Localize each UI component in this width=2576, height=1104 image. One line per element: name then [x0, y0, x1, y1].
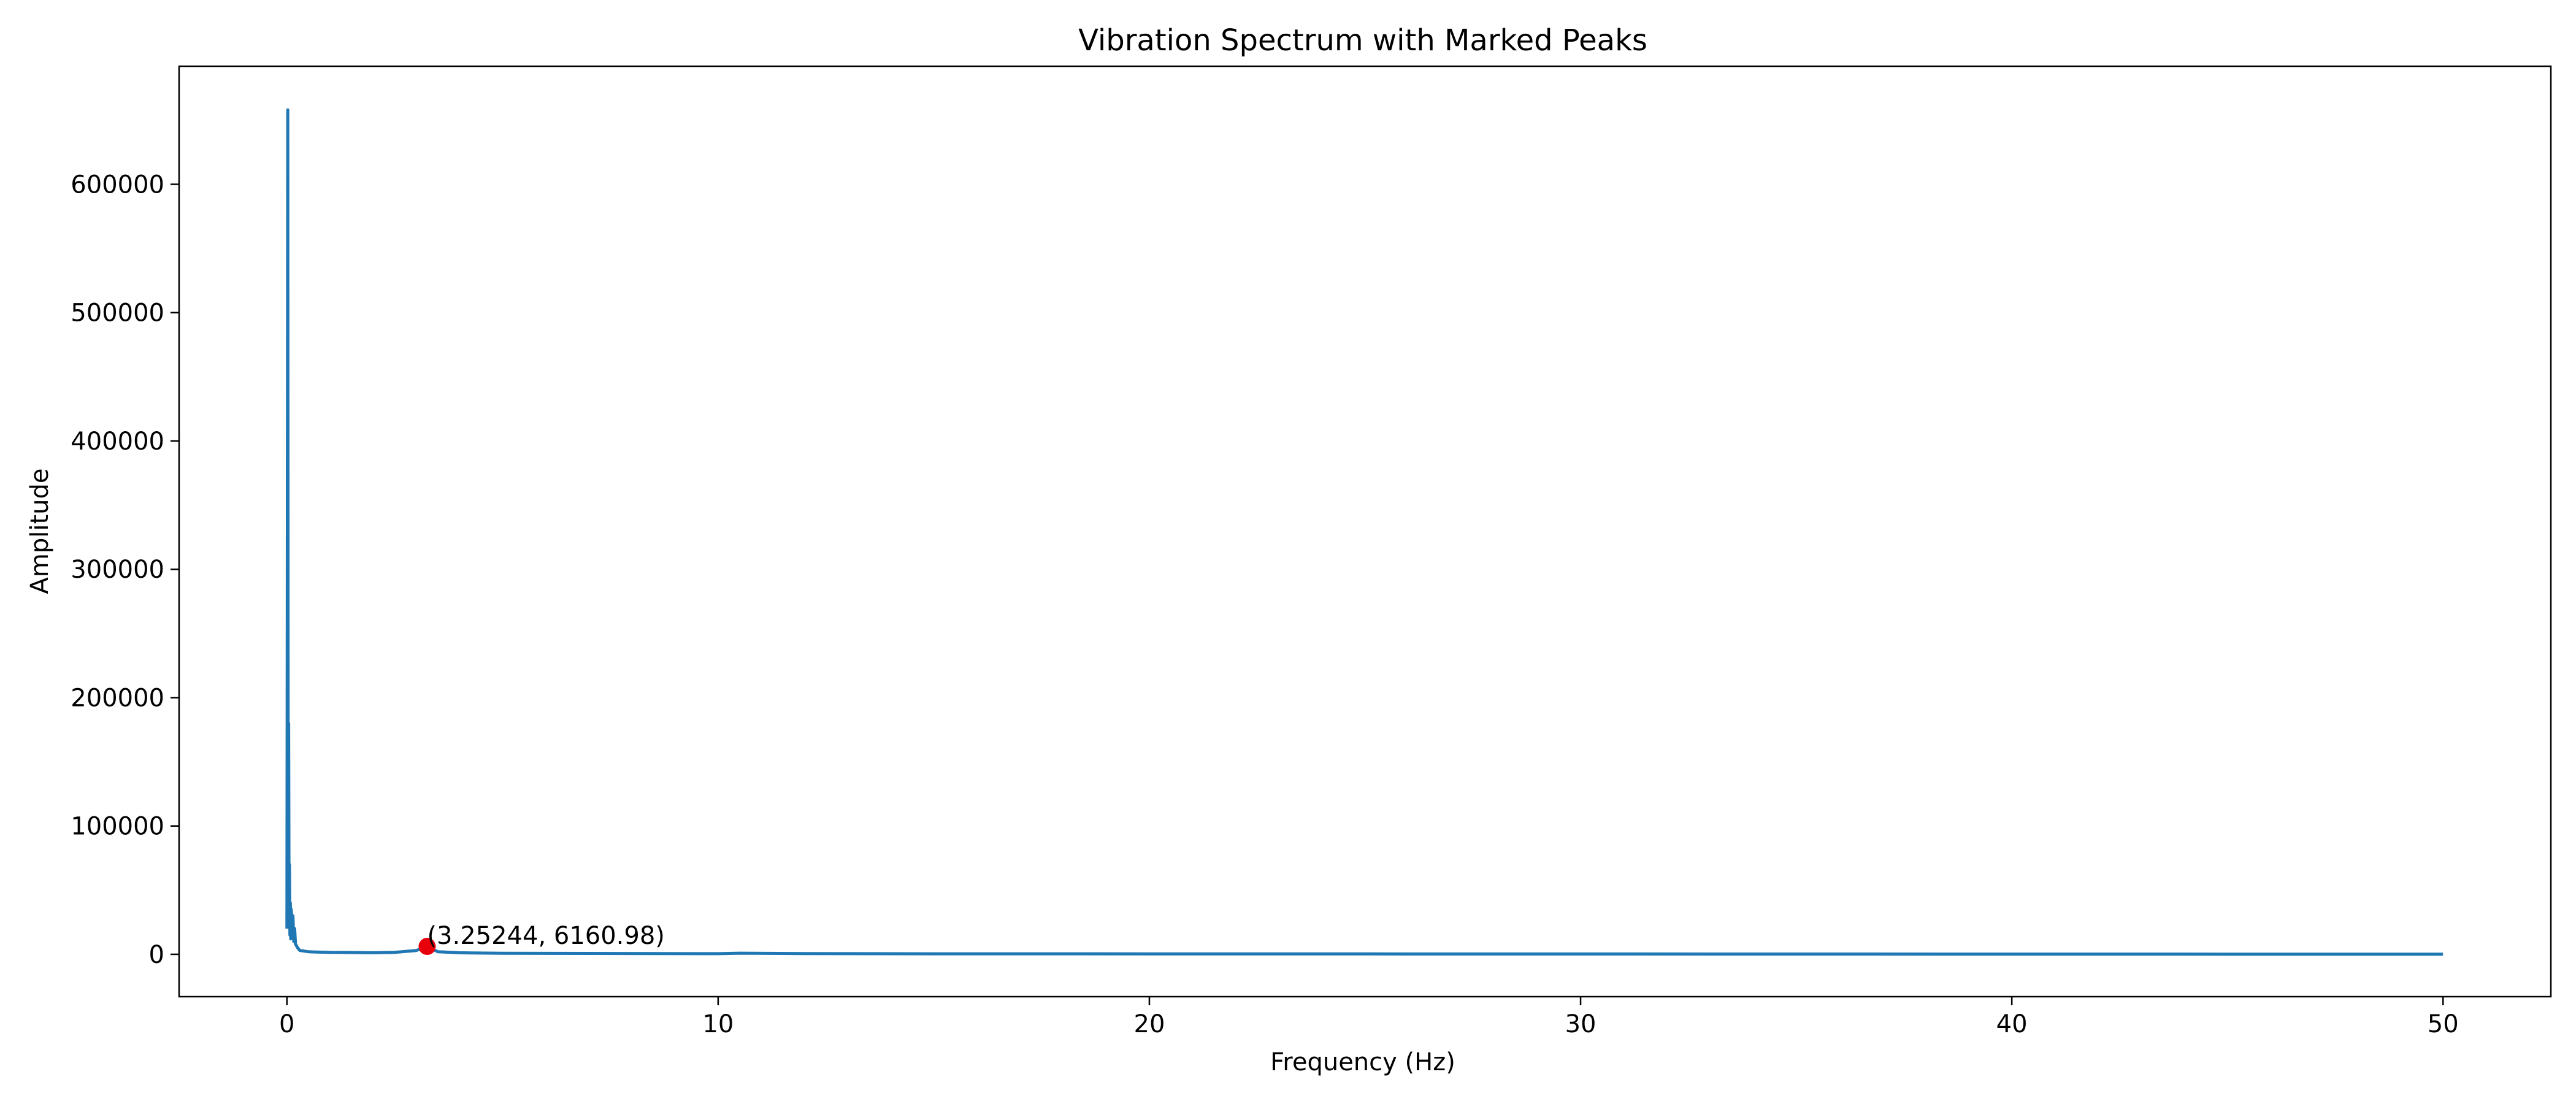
y-axis-label: Amplitude	[26, 469, 54, 594]
x-tick-label: 40	[1996, 1010, 2028, 1038]
x-tick-label: 10	[702, 1010, 734, 1038]
y-tick-label: 100000	[71, 813, 164, 841]
y-tick-label: 500000	[71, 299, 164, 328]
y-tick-label: 200000	[71, 684, 164, 712]
chart-title: Vibration Spectrum with Marked Peaks	[1078, 23, 1647, 58]
plot-area	[178, 65, 2552, 998]
x-tick-label: 50	[2428, 1010, 2459, 1038]
x-tick-label: 30	[1565, 1010, 1597, 1038]
y-tick-label: 300000	[71, 556, 164, 584]
x-axis-label: Frequency (Hz)	[1270, 1048, 1455, 1076]
x-tick-label: 0	[279, 1010, 294, 1038]
y-tick-label: 600000	[71, 171, 164, 199]
y-tick-label: 400000	[71, 427, 164, 456]
plot-frame	[178, 65, 2552, 998]
annotation-layer: (3.25244, 6160.98)	[418, 922, 665, 956]
x-axis: 0 10 20 30 40 50	[279, 997, 2459, 1038]
data-layer	[285, 108, 2444, 956]
spectrum-line	[285, 108, 2444, 956]
peak-marker	[418, 938, 436, 956]
peak-annotation-label: (3.25244, 6160.98)	[427, 922, 664, 950]
x-tick-label: 20	[1134, 1010, 1165, 1038]
y-axis: 0 100000 200000 300000 400000 500000 600000	[71, 171, 179, 969]
y-tick-label: 0	[149, 941, 164, 969]
